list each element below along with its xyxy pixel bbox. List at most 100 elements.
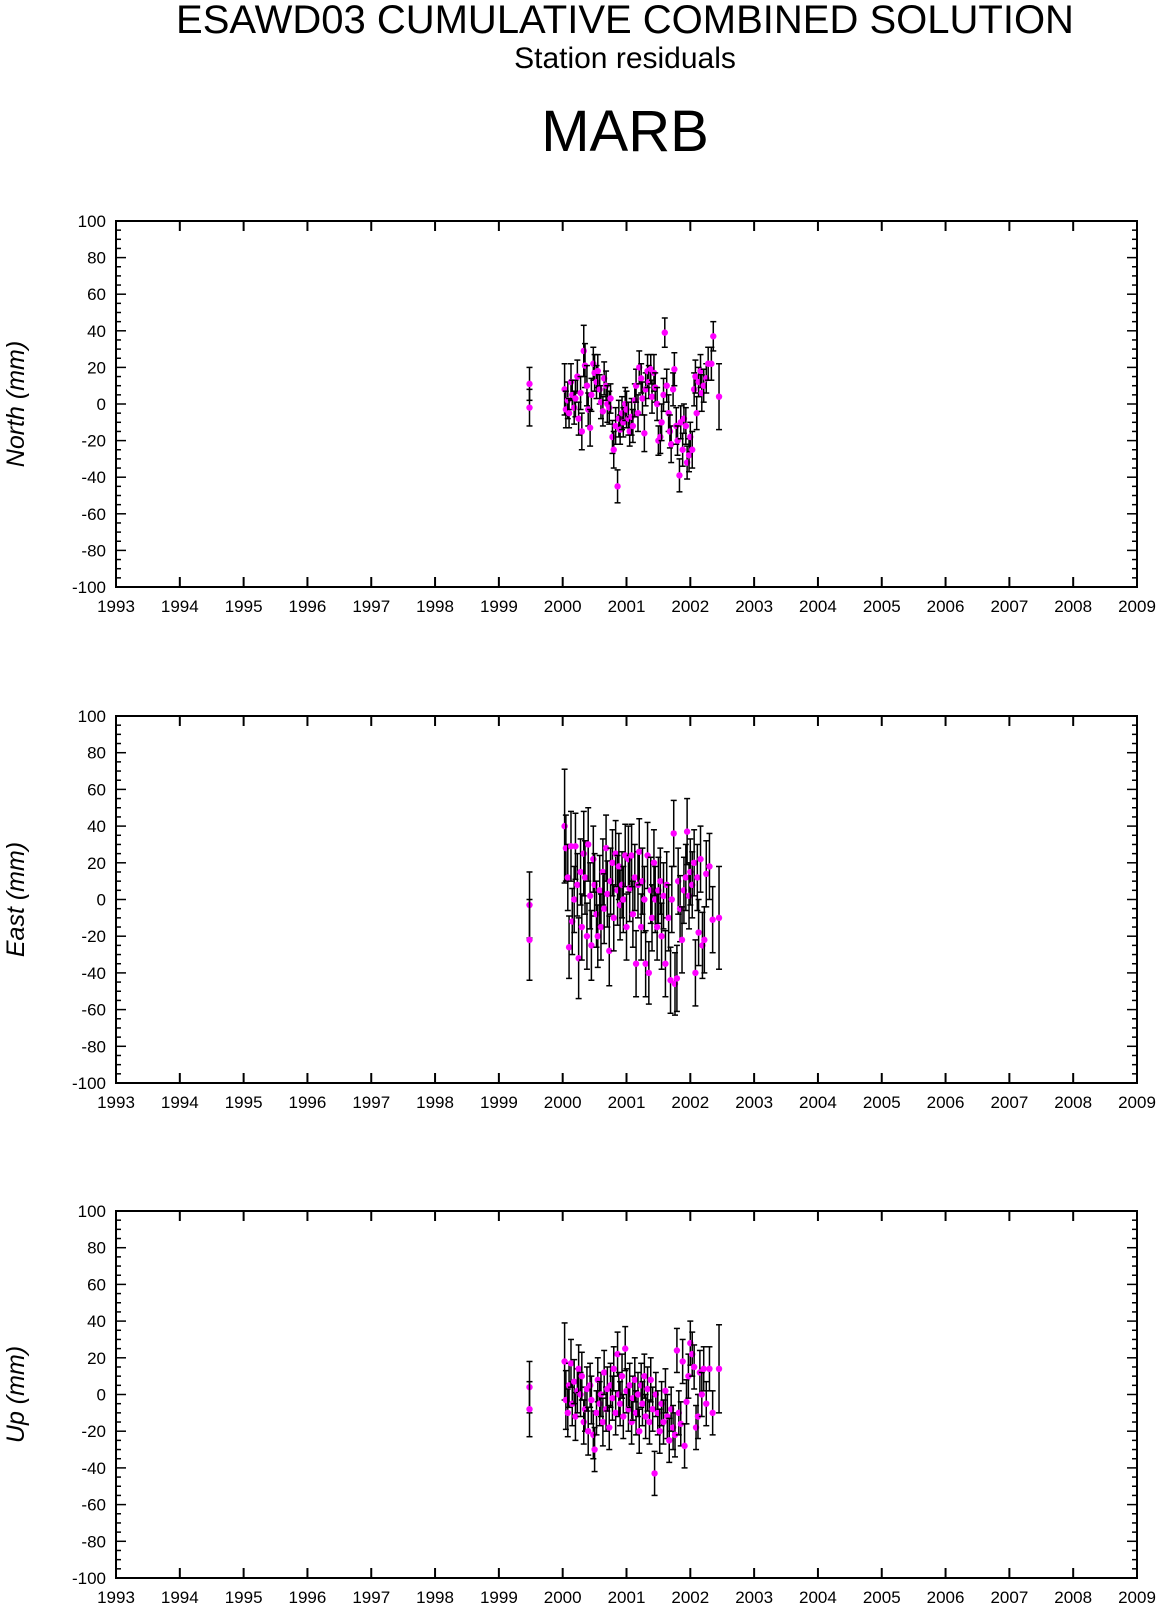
data-point-group bbox=[565, 397, 573, 429]
x-tick-label: 2003 bbox=[735, 1588, 773, 1607]
data-point bbox=[653, 400, 661, 408]
x-tick-label: 2000 bbox=[544, 597, 582, 616]
chart-title: ESAWD03 CUMULATIVE COMBINED SOLUTION bbox=[176, 0, 1074, 42]
data-point bbox=[660, 1418, 667, 1426]
y-tick-label: -100 bbox=[72, 1074, 106, 1093]
data-point bbox=[561, 822, 568, 830]
data-point-group bbox=[709, 885, 716, 954]
data-point-group bbox=[588, 909, 595, 981]
data-point-group bbox=[629, 408, 637, 444]
data-point bbox=[663, 382, 670, 389]
data-point-group bbox=[700, 368, 707, 403]
data-point bbox=[670, 830, 677, 837]
x-tick-label: 1998 bbox=[416, 1093, 454, 1112]
data-point-group bbox=[706, 1346, 713, 1392]
x-tick-label: 2001 bbox=[608, 1588, 646, 1607]
data-point bbox=[642, 960, 649, 967]
data-point bbox=[590, 855, 597, 863]
data-point bbox=[665, 914, 672, 922]
data-point bbox=[599, 408, 607, 415]
data-point bbox=[612, 1409, 619, 1417]
chart-subtitle: Station residuals bbox=[514, 42, 736, 75]
data-point-group bbox=[567, 810, 575, 882]
data-point-group bbox=[653, 386, 661, 422]
data-point bbox=[572, 843, 579, 850]
y-tick-label: -20 bbox=[81, 1422, 106, 1441]
data-point-group bbox=[650, 829, 658, 897]
data-point bbox=[636, 1428, 643, 1435]
x-tick-label: 1996 bbox=[289, 1093, 327, 1112]
data-point-group bbox=[673, 1327, 681, 1374]
data-point bbox=[646, 1418, 653, 1426]
data-point-group bbox=[681, 1423, 688, 1469]
data-point bbox=[588, 1396, 595, 1404]
x-tick-label: 2007 bbox=[990, 1588, 1028, 1607]
data-point bbox=[648, 914, 656, 922]
data-point-group bbox=[653, 893, 661, 961]
data-point bbox=[600, 905, 608, 912]
data-point-group bbox=[670, 799, 677, 868]
data-point bbox=[620, 1413, 627, 1420]
x-tick-label: 2006 bbox=[927, 597, 965, 616]
data-point bbox=[715, 914, 723, 922]
data-point bbox=[637, 923, 645, 931]
y-tick-label: -80 bbox=[81, 1532, 106, 1551]
data-point bbox=[609, 859, 616, 866]
data-point bbox=[689, 446, 696, 453]
data-point-group bbox=[583, 1366, 591, 1412]
y-tick-label: 60 bbox=[87, 780, 106, 799]
y-tick-label: -100 bbox=[72, 1569, 106, 1588]
x-tick-label: 2000 bbox=[544, 1093, 582, 1112]
y-axis-title: North (mm) bbox=[2, 341, 30, 467]
y-tick-label: 100 bbox=[78, 212, 106, 231]
x-tick-label: 1999 bbox=[480, 1093, 518, 1112]
data-point-group bbox=[673, 944, 681, 1013]
data-point bbox=[565, 409, 573, 417]
x-tick-label: 2002 bbox=[671, 597, 709, 616]
data-point-group bbox=[667, 946, 674, 1015]
x-tick-label: 1994 bbox=[161, 1093, 199, 1112]
y-tick-label: -80 bbox=[81, 541, 106, 560]
data-point bbox=[623, 923, 630, 931]
x-tick-label: 1996 bbox=[289, 1588, 327, 1607]
data-point bbox=[692, 373, 699, 380]
data-point bbox=[701, 936, 708, 944]
y-tick-label: 20 bbox=[87, 854, 106, 873]
data-point bbox=[628, 852, 635, 859]
data-point bbox=[673, 975, 681, 982]
data-point-group bbox=[690, 829, 698, 897]
data-point-group bbox=[665, 884, 672, 952]
data-point bbox=[681, 1442, 688, 1450]
data-point-group bbox=[666, 1417, 673, 1464]
data-point bbox=[574, 881, 581, 889]
data-point bbox=[577, 389, 584, 397]
data-point-group bbox=[614, 469, 621, 504]
data-point bbox=[639, 395, 646, 402]
data-point-group bbox=[651, 1450, 658, 1497]
y-axis-title: East (mm) bbox=[2, 842, 30, 957]
data-point-group bbox=[703, 1380, 710, 1427]
data-point-group bbox=[709, 1390, 716, 1436]
y-tick-label: -40 bbox=[81, 964, 106, 983]
data-point-group bbox=[574, 852, 581, 917]
y-tick-label: -20 bbox=[81, 432, 106, 451]
x-tick-label: 2007 bbox=[990, 1093, 1028, 1112]
y-tick-label: -60 bbox=[81, 1001, 106, 1020]
data-point-group bbox=[612, 1390, 619, 1436]
data-point bbox=[577, 868, 584, 876]
data-point bbox=[641, 430, 648, 437]
data-point-group bbox=[667, 425, 675, 464]
data-point-group bbox=[594, 353, 601, 389]
data-point-group bbox=[577, 375, 584, 411]
data-point bbox=[641, 896, 648, 903]
y-tick-label: 100 bbox=[78, 707, 106, 726]
data-point bbox=[642, 1413, 649, 1420]
x-tick-label: 1999 bbox=[480, 597, 518, 616]
data-point bbox=[690, 386, 698, 393]
data-point bbox=[572, 1413, 579, 1420]
data-point-group bbox=[661, 317, 668, 349]
data-point bbox=[667, 441, 675, 448]
y-tick-label: 40 bbox=[87, 322, 106, 341]
data-point bbox=[703, 1400, 710, 1407]
data-point-group bbox=[690, 1344, 698, 1390]
